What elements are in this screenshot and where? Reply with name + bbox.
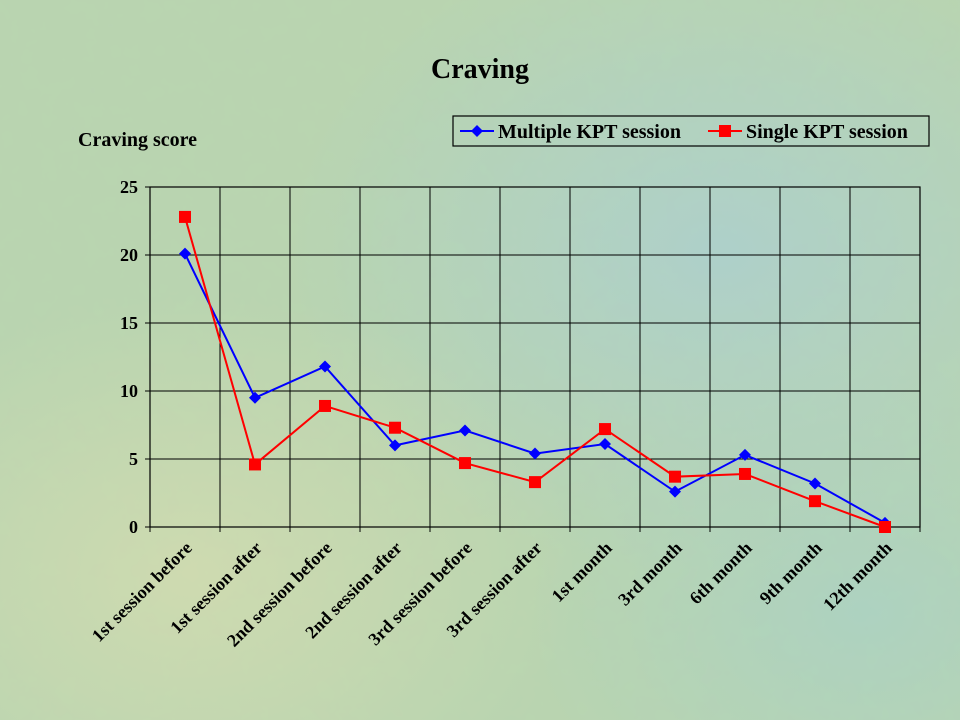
x-tick-label: 12th month bbox=[819, 538, 896, 615]
legend-item-single: Single KPT session bbox=[708, 121, 908, 143]
plot-area bbox=[145, 186, 921, 532]
y-tick-label: 20 bbox=[120, 245, 138, 265]
data-point-multiple bbox=[459, 424, 471, 437]
data-point-single bbox=[249, 458, 261, 471]
data-point-single bbox=[529, 476, 541, 489]
data-point-multiple bbox=[389, 439, 401, 452]
data-point-multiple bbox=[179, 247, 191, 260]
data-point-single bbox=[739, 467, 751, 480]
data-point-single bbox=[599, 423, 611, 436]
legend: Multiple KPT session Single KPT session bbox=[452, 115, 930, 147]
legend-item-multiple: Multiple KPT session bbox=[460, 121, 681, 143]
data-point-single bbox=[809, 495, 821, 508]
data-point-multiple bbox=[599, 438, 611, 451]
data-point-single bbox=[879, 521, 891, 533]
y-tick-label: 15 bbox=[120, 313, 138, 333]
legend-label-single: Single KPT session bbox=[746, 121, 908, 143]
plot-frame bbox=[149, 186, 921, 528]
x-tick-label: 9th month bbox=[755, 538, 825, 608]
y-tick-label: 25 bbox=[120, 177, 138, 197]
legend-square-icon bbox=[719, 125, 731, 137]
legend-label-multiple: Multiple KPT session bbox=[498, 121, 681, 143]
chart-title: Craving bbox=[431, 54, 529, 85]
legend-box bbox=[452, 115, 930, 147]
data-point-multiple bbox=[739, 448, 751, 461]
data-point-multiple bbox=[809, 477, 821, 490]
y-axis-ticks: 0 5 10 15 20 25 bbox=[120, 177, 138, 537]
data-point-single bbox=[669, 470, 681, 483]
data-point-single bbox=[319, 399, 331, 412]
y-tick-label: 5 bbox=[129, 449, 138, 469]
data-point-multiple bbox=[249, 391, 261, 404]
data-point-multiple bbox=[319, 360, 331, 373]
data-point-single bbox=[389, 421, 401, 434]
y-tick-label: 10 bbox=[120, 381, 138, 401]
data-point-multiple bbox=[529, 447, 541, 460]
data-point-single bbox=[459, 457, 471, 470]
data-point-multiple bbox=[669, 485, 681, 498]
x-tick-label: 6th month bbox=[685, 538, 755, 608]
x-tick-label: 3rd month bbox=[614, 538, 686, 610]
y-tick-label: 0 bbox=[129, 517, 138, 537]
legend-diamond-icon bbox=[471, 125, 483, 137]
x-tick-label: 1st month bbox=[548, 538, 616, 606]
data-point-single bbox=[179, 210, 191, 223]
series-layer bbox=[179, 210, 891, 533]
y-axis-label: Craving score bbox=[78, 129, 197, 151]
